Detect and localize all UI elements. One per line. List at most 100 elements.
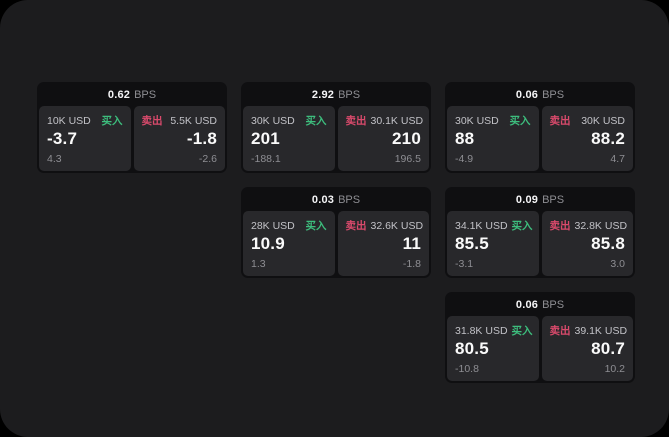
sell-side-label: 卖出 [345, 115, 367, 127]
buy-price: 10.9 [251, 234, 285, 253]
quote-card[interactable]: 0.06 BPS 30K USD 买入 88 -4.9 卖出 30K USD 8… [445, 82, 635, 173]
buy-price: 201 [251, 129, 280, 148]
buy-tile[interactable]: 30K USD 买入 88 -4.9 [447, 106, 539, 171]
buy-delta: -10.8 [455, 363, 479, 375]
sell-tile[interactable]: 卖出 32.6K USD 11 -1.8 [337, 211, 429, 276]
sell-tile-header: 卖出 5.5K USD [142, 113, 218, 128]
sell-price: 80.7 [591, 339, 625, 358]
sell-amount-label: 39.1K USD [574, 325, 628, 337]
buy-amount-label: 28K USD [251, 220, 295, 232]
buy-tile-header: 34.1K USD 买入 [455, 218, 533, 233]
sell-amount-label: 32.6K USD [370, 220, 424, 232]
card-header: 0.62 BPS [39, 84, 225, 106]
buy-tile[interactable]: 28K USD 买入 10.9 1.3 [243, 211, 335, 276]
bps-value: 0.06 [515, 89, 539, 101]
buy-tile-header: 30K USD 买入 [251, 113, 327, 128]
sell-tile[interactable]: 卖出 30K USD 88.2 4.7 [541, 106, 633, 171]
buy-delta: -3.1 [455, 258, 474, 270]
card-body: 31.8K USD 买入 80.5 -10.8 卖出 39.1K USD 80.… [447, 316, 633, 381]
buy-delta: 1.3 [251, 258, 266, 270]
sell-amount-label: 30K USD [581, 115, 625, 127]
sell-tile[interactable]: 卖出 5.5K USD -1.8 -2.6 [133, 106, 225, 171]
quote-card[interactable]: 0.62 BPS 10K USD 买入 -3.7 4.3 卖出 5.5K USD… [37, 82, 227, 173]
sell-price: 85.8 [591, 234, 625, 253]
sell-tile-header: 卖出 39.1K USD [550, 323, 628, 338]
sell-price: 11 [402, 234, 421, 253]
buy-delta: -188.1 [251, 153, 281, 165]
buy-side-label: 买入 [511, 220, 533, 232]
buy-tile[interactable]: 31.8K USD 买入 80.5 -10.8 [447, 316, 539, 381]
buy-side-label: 买入 [305, 115, 327, 127]
sell-side-label: 卖出 [549, 220, 571, 232]
sell-delta: 3.0 [610, 258, 625, 270]
sell-side-label: 卖出 [549, 115, 571, 127]
sell-tile-header: 卖出 32.8K USD [549, 218, 628, 233]
card-header: 0.06 BPS [447, 84, 633, 106]
card-body: 10K USD 买入 -3.7 4.3 卖出 5.5K USD -1.8 -2.… [39, 106, 225, 171]
buy-tile-header: 10K USD 买入 [47, 113, 123, 128]
buy-delta: -4.9 [455, 153, 474, 165]
card-body: 34.1K USD 买入 85.5 -3.1 卖出 32.8K USD 85.8… [447, 211, 633, 276]
buy-side-label: 买入 [511, 325, 533, 337]
bps-unit-label: BPS [542, 299, 565, 311]
bps-unit-label: BPS [542, 194, 565, 206]
bps-unit-label: BPS [542, 89, 565, 101]
bps-unit-label: BPS [134, 89, 157, 101]
card-header: 0.06 BPS [447, 294, 633, 316]
buy-side-label: 买入 [509, 115, 531, 127]
sell-amount-label: 5.5K USD [170, 115, 217, 127]
buy-amount-label: 30K USD [251, 115, 295, 127]
quote-card[interactable]: 0.09 BPS 34.1K USD 买入 85.5 -3.1 卖出 32.8K… [445, 187, 635, 278]
buy-tile-header: 30K USD 买入 [455, 113, 531, 128]
buy-side-label: 买入 [305, 220, 327, 232]
buy-tile-header: 31.8K USD 买入 [455, 323, 533, 338]
card-header: 0.09 BPS [447, 189, 633, 211]
card-body: 30K USD 买入 88 -4.9 卖出 30K USD 88.2 4.7 [447, 106, 633, 171]
sell-delta: -2.6 [198, 153, 217, 165]
buy-tile[interactable]: 10K USD 买入 -3.7 4.3 [39, 106, 131, 171]
buy-price: 88 [455, 129, 475, 148]
buy-tile-header: 28K USD 买入 [251, 218, 327, 233]
sell-tile-header: 卖出 32.6K USD [345, 218, 424, 233]
sell-tile-header: 卖出 30K USD [550, 113, 626, 128]
buy-amount-label: 10K USD [47, 115, 91, 127]
buy-amount-label: 31.8K USD [455, 325, 508, 337]
bps-unit-label: BPS [338, 89, 361, 101]
bps-value: 0.03 [311, 194, 335, 206]
bps-value: 2.92 [311, 89, 335, 101]
sell-side-label: 卖出 [141, 115, 163, 127]
sell-amount-label: 32.8K USD [574, 220, 628, 232]
quote-card[interactable]: 0.03 BPS 28K USD 买入 10.9 1.3 卖出 32.6K US… [241, 187, 431, 278]
sell-delta: 10.2 [604, 363, 625, 375]
bps-value: 0.06 [515, 299, 539, 311]
sell-price: 88.2 [591, 129, 625, 148]
sell-price: 210 [392, 129, 421, 148]
buy-delta: 4.3 [47, 153, 62, 165]
buy-side-label: 买入 [101, 115, 123, 127]
buy-amount-label: 34.1K USD [455, 220, 508, 232]
buy-amount-label: 30K USD [455, 115, 499, 127]
sell-tile[interactable]: 卖出 32.8K USD 85.8 3.0 [541, 211, 633, 276]
sell-side-label: 卖出 [345, 220, 367, 232]
quote-card[interactable]: 0.06 BPS 31.8K USD 买入 80.5 -10.8 卖出 39.1… [445, 292, 635, 383]
sell-amount-label: 30.1K USD [370, 115, 424, 127]
card-body: 28K USD 买入 10.9 1.3 卖出 32.6K USD 11 -1.8 [243, 211, 429, 276]
sell-delta: 196.5 [394, 153, 421, 165]
sell-tile[interactable]: 卖出 39.1K USD 80.7 10.2 [541, 316, 633, 381]
buy-price: 80.5 [455, 339, 489, 358]
quote-card[interactable]: 2.92 BPS 30K USD 买入 201 -188.1 卖出 30.1K … [241, 82, 431, 173]
sell-price: -1.8 [186, 129, 217, 148]
buy-price: -3.7 [47, 129, 78, 148]
bps-value: 0.09 [515, 194, 539, 206]
bps-value: 0.62 [107, 89, 131, 101]
sell-tile-header: 卖出 30.1K USD [345, 113, 424, 128]
buy-price: 85.5 [455, 234, 489, 253]
sell-tile[interactable]: 卖出 30.1K USD 210 196.5 [337, 106, 429, 171]
sell-delta: 4.7 [610, 153, 625, 165]
card-header: 2.92 BPS [243, 84, 429, 106]
buy-tile[interactable]: 30K USD 买入 201 -188.1 [243, 106, 335, 171]
card-header: 0.03 BPS [243, 189, 429, 211]
sell-delta: -1.8 [402, 258, 421, 270]
buy-tile[interactable]: 34.1K USD 买入 85.5 -3.1 [447, 211, 539, 276]
